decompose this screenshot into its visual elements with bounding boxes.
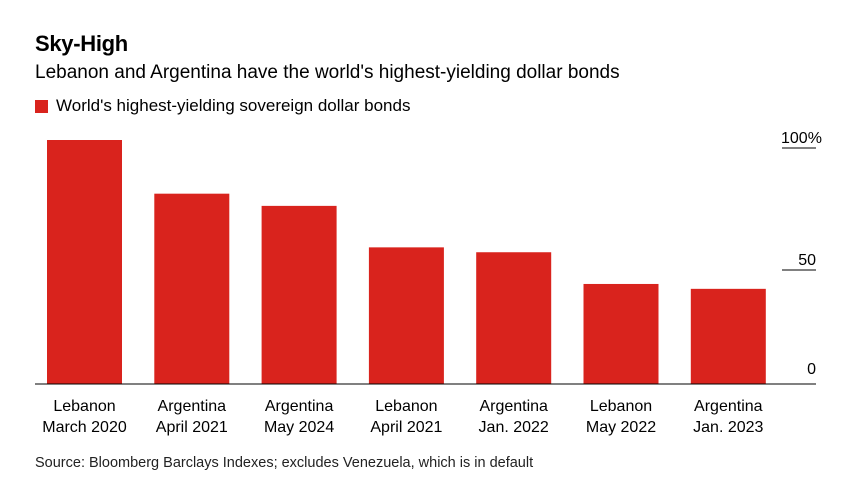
category-label-0-0: Lebanon xyxy=(53,398,115,415)
category-label-3-0: Lebanon xyxy=(375,398,437,415)
category-label-2-0: Argentina xyxy=(265,398,334,415)
y-tick-label-1: 50 xyxy=(798,252,816,269)
chart-subtitle: Lebanon and Argentina have the world's h… xyxy=(35,62,620,83)
bar-3 xyxy=(368,247,444,384)
source-note: Source: Bloomberg Barclays Indexes; excl… xyxy=(35,455,534,471)
bar-5 xyxy=(583,283,659,384)
category-label-1-1: April 2021 xyxy=(156,419,228,436)
category-label-4-1: Jan. 2022 xyxy=(479,419,549,436)
bar-0 xyxy=(47,140,122,384)
category-label-1-0: Argentina xyxy=(158,398,227,415)
bar-4 xyxy=(476,252,552,384)
category-label-6-0: Argentina xyxy=(694,398,763,415)
legend-label: World's highest-yielding sovereign dolla… xyxy=(56,96,411,115)
category-label-5-0: Lebanon xyxy=(590,398,652,415)
category-label-4-0: Argentina xyxy=(479,398,548,415)
category-label-2-1: May 2024 xyxy=(264,419,334,436)
category-label-5-1: May 2022 xyxy=(586,419,656,436)
bar-6 xyxy=(690,288,766,384)
category-label-6-1: Jan. 2023 xyxy=(693,419,763,436)
bar-1 xyxy=(154,193,230,384)
legend: World's highest-yielding sovereign dolla… xyxy=(35,96,410,116)
bar-2 xyxy=(261,205,337,384)
legend-swatch xyxy=(35,99,48,113)
y-tick-label-0: 0 xyxy=(807,361,816,378)
y-tick-label-2: 100% xyxy=(781,130,822,147)
category-label-3-1: April 2021 xyxy=(370,419,442,436)
chart-title: Sky-High xyxy=(35,31,128,56)
category-label-0-1: March 2020 xyxy=(42,419,127,436)
